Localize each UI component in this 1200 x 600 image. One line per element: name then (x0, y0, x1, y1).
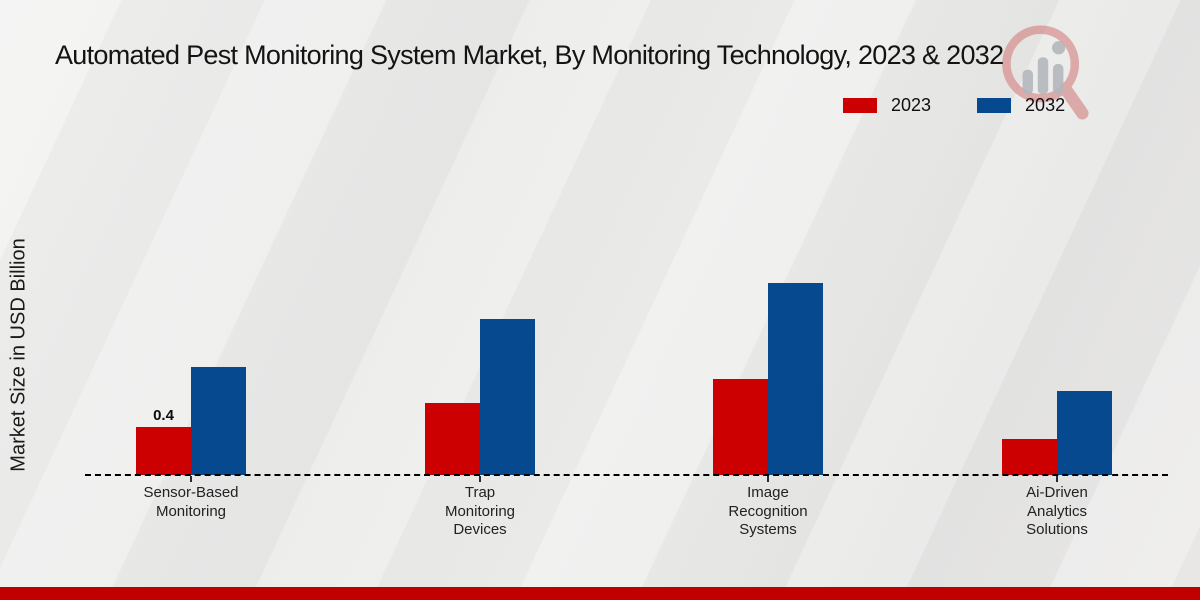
bar-2032-category-1 (480, 319, 535, 475)
bar-2032-category-2 (768, 283, 823, 475)
legend-swatch-2032 (977, 98, 1012, 113)
bar-2023-category-2 (713, 379, 768, 475)
category-label: Image Recognition Systems (728, 484, 808, 538)
bar-2023-category-1 (425, 403, 480, 475)
legend-item-2023: 2023 (843, 95, 931, 116)
legend-label: 2023 (891, 95, 932, 115)
bar-2032-category-0 (191, 367, 246, 475)
x-axis-tick (767, 476, 769, 482)
x-axis-tick (479, 476, 481, 482)
magnifier-bar-chart-icon (1002, 25, 1089, 120)
category-label: Trap Monitoring Devices (444, 484, 516, 538)
x-axis-tick (190, 476, 192, 482)
watermark-logo (995, 22, 1090, 127)
bar-2032-category-3 (1057, 391, 1112, 475)
bar-value-label: 0.4 (153, 407, 174, 424)
x-axis-tick (1056, 476, 1058, 482)
y-axis-label: Market Size in USD Billion (7, 238, 30, 472)
legend-label: 2032 (1025, 95, 1066, 115)
category-label: Sensor-Based Monitoring (143, 484, 239, 520)
legend-swatch-2023 (843, 98, 877, 113)
bar-2023-category-3 (1002, 439, 1057, 475)
chart-title: Automated Pest Monitoring System Market,… (55, 40, 1004, 70)
legend-item-2032: 2032 (977, 95, 1065, 116)
category-label: Ai-Driven Analytics Solutions (1026, 484, 1088, 538)
footer-accent-bar (0, 587, 1200, 600)
x-axis-baseline (85, 474, 1168, 476)
bar-2023-category-0 (136, 427, 191, 475)
legend: 2023 2032 (843, 95, 1065, 116)
